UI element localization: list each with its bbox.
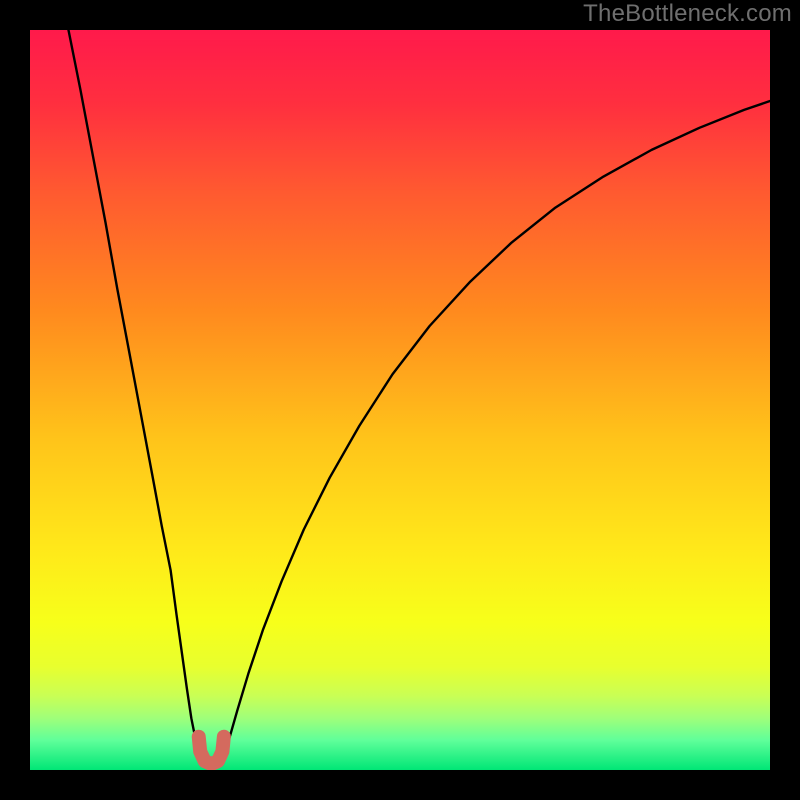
plot-svg <box>30 30 770 770</box>
plot-area <box>30 30 770 770</box>
figure-root: TheBottleneck.com <box>0 0 800 800</box>
watermark-text: TheBottleneck.com <box>583 0 792 28</box>
gradient-background <box>30 30 770 770</box>
